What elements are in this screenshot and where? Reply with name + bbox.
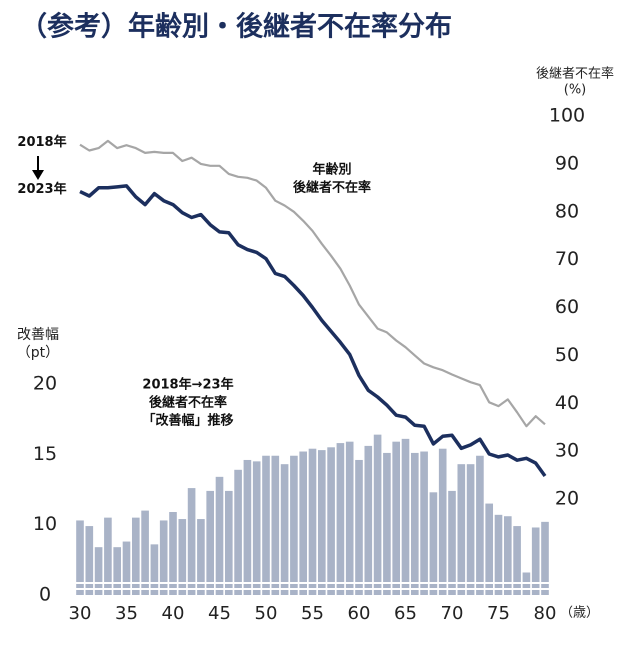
line <box>79 184 547 478</box>
bar <box>150 544 159 595</box>
y2-tick-label: 50 <box>555 344 579 366</box>
bar-annotation: 2018年→23年 <box>142 377 233 393</box>
line-label: 2018年 <box>17 134 66 150</box>
bar <box>438 448 447 595</box>
y2-tick-label: 70 <box>555 248 579 270</box>
bar <box>494 514 503 595</box>
y-axis-label: （pt） <box>17 345 59 361</box>
bar <box>541 521 549 595</box>
x-tick-label: 40 <box>162 603 185 624</box>
y2-tick-label: 30 <box>555 440 579 462</box>
line-label: 2023年 <box>17 181 66 197</box>
line-annotation: 年齢別 <box>312 162 351 178</box>
x-tick-label: 50 <box>255 603 278 624</box>
bar-annotation: 「改善幅」推移 <box>142 413 233 429</box>
bar-annotation: 後継者不在率 <box>149 395 227 411</box>
bar <box>410 452 419 595</box>
bar <box>485 503 494 595</box>
bar <box>159 520 168 595</box>
arrow-head <box>32 170 44 180</box>
y2-axis-label: 後継者不在率 <box>536 66 614 82</box>
bar <box>299 451 308 595</box>
bar <box>271 455 280 595</box>
bar <box>336 443 345 595</box>
x-tick-label: 75 <box>487 603 510 624</box>
bar <box>178 519 187 595</box>
x-unit: （歳） <box>560 606 599 621</box>
bar <box>215 476 224 595</box>
bar <box>401 438 410 595</box>
bar <box>345 441 354 595</box>
bar <box>131 517 140 595</box>
bar <box>141 510 149 595</box>
bar <box>85 526 94 595</box>
bar <box>448 490 456 595</box>
bar <box>327 447 335 595</box>
bar <box>392 441 401 595</box>
bar <box>364 445 373 595</box>
x-tick-label: 45 <box>208 603 231 624</box>
bar <box>466 464 475 595</box>
line <box>79 139 546 428</box>
bar <box>429 492 438 595</box>
bar <box>243 459 252 595</box>
y2-tick-label: 100 <box>549 105 585 127</box>
bar <box>76 520 84 595</box>
bar <box>513 526 521 595</box>
x-tick-label: 60 <box>348 603 371 624</box>
y2-tick-label: 60 <box>555 296 579 318</box>
bar <box>94 547 103 595</box>
bar <box>476 455 484 595</box>
y2-tick-label: 90 <box>555 152 579 174</box>
bar <box>122 541 131 595</box>
bar <box>113 547 122 595</box>
x-tick-label: 55 <box>301 603 324 624</box>
y-axis-label: 改善幅 <box>17 327 59 343</box>
x-tick-label: 30 <box>69 603 92 624</box>
bar <box>383 452 391 595</box>
bar <box>290 455 298 595</box>
y-tick-label: 15 <box>33 443 57 465</box>
bar <box>206 490 215 595</box>
y2-tick-label: 80 <box>555 200 579 222</box>
bar <box>262 455 270 595</box>
bar <box>280 464 289 595</box>
line-annotation: 後継者不在率 <box>293 180 371 196</box>
bar <box>197 519 205 595</box>
bar <box>234 469 242 595</box>
bar <box>252 461 261 595</box>
bar <box>187 488 196 595</box>
bar <box>169 512 177 595</box>
bar <box>531 527 540 595</box>
x-tick-label: 65 <box>394 603 417 624</box>
bar <box>503 516 512 595</box>
x-tick-label: 80 <box>534 603 557 624</box>
y-tick-label: 0 <box>39 584 51 606</box>
x-tick-label: 70 <box>441 603 464 624</box>
bar <box>373 434 382 595</box>
bar <box>317 450 326 595</box>
bar <box>457 464 466 595</box>
y2-tick-label: 20 <box>555 488 579 510</box>
bar <box>224 490 233 595</box>
y2-axis-label: (%) <box>564 83 587 98</box>
y2-tick-label: 40 <box>555 392 579 414</box>
x-tick-label: 35 <box>115 603 138 624</box>
bar <box>355 459 363 595</box>
y-tick-label: 10 <box>33 513 57 535</box>
bar <box>104 517 112 595</box>
y-tick-label: 20 <box>33 373 57 395</box>
bar <box>308 448 317 595</box>
bar <box>420 451 428 595</box>
chart-title: （参考）年齢別・後継者不在率分布 <box>20 11 452 43</box>
